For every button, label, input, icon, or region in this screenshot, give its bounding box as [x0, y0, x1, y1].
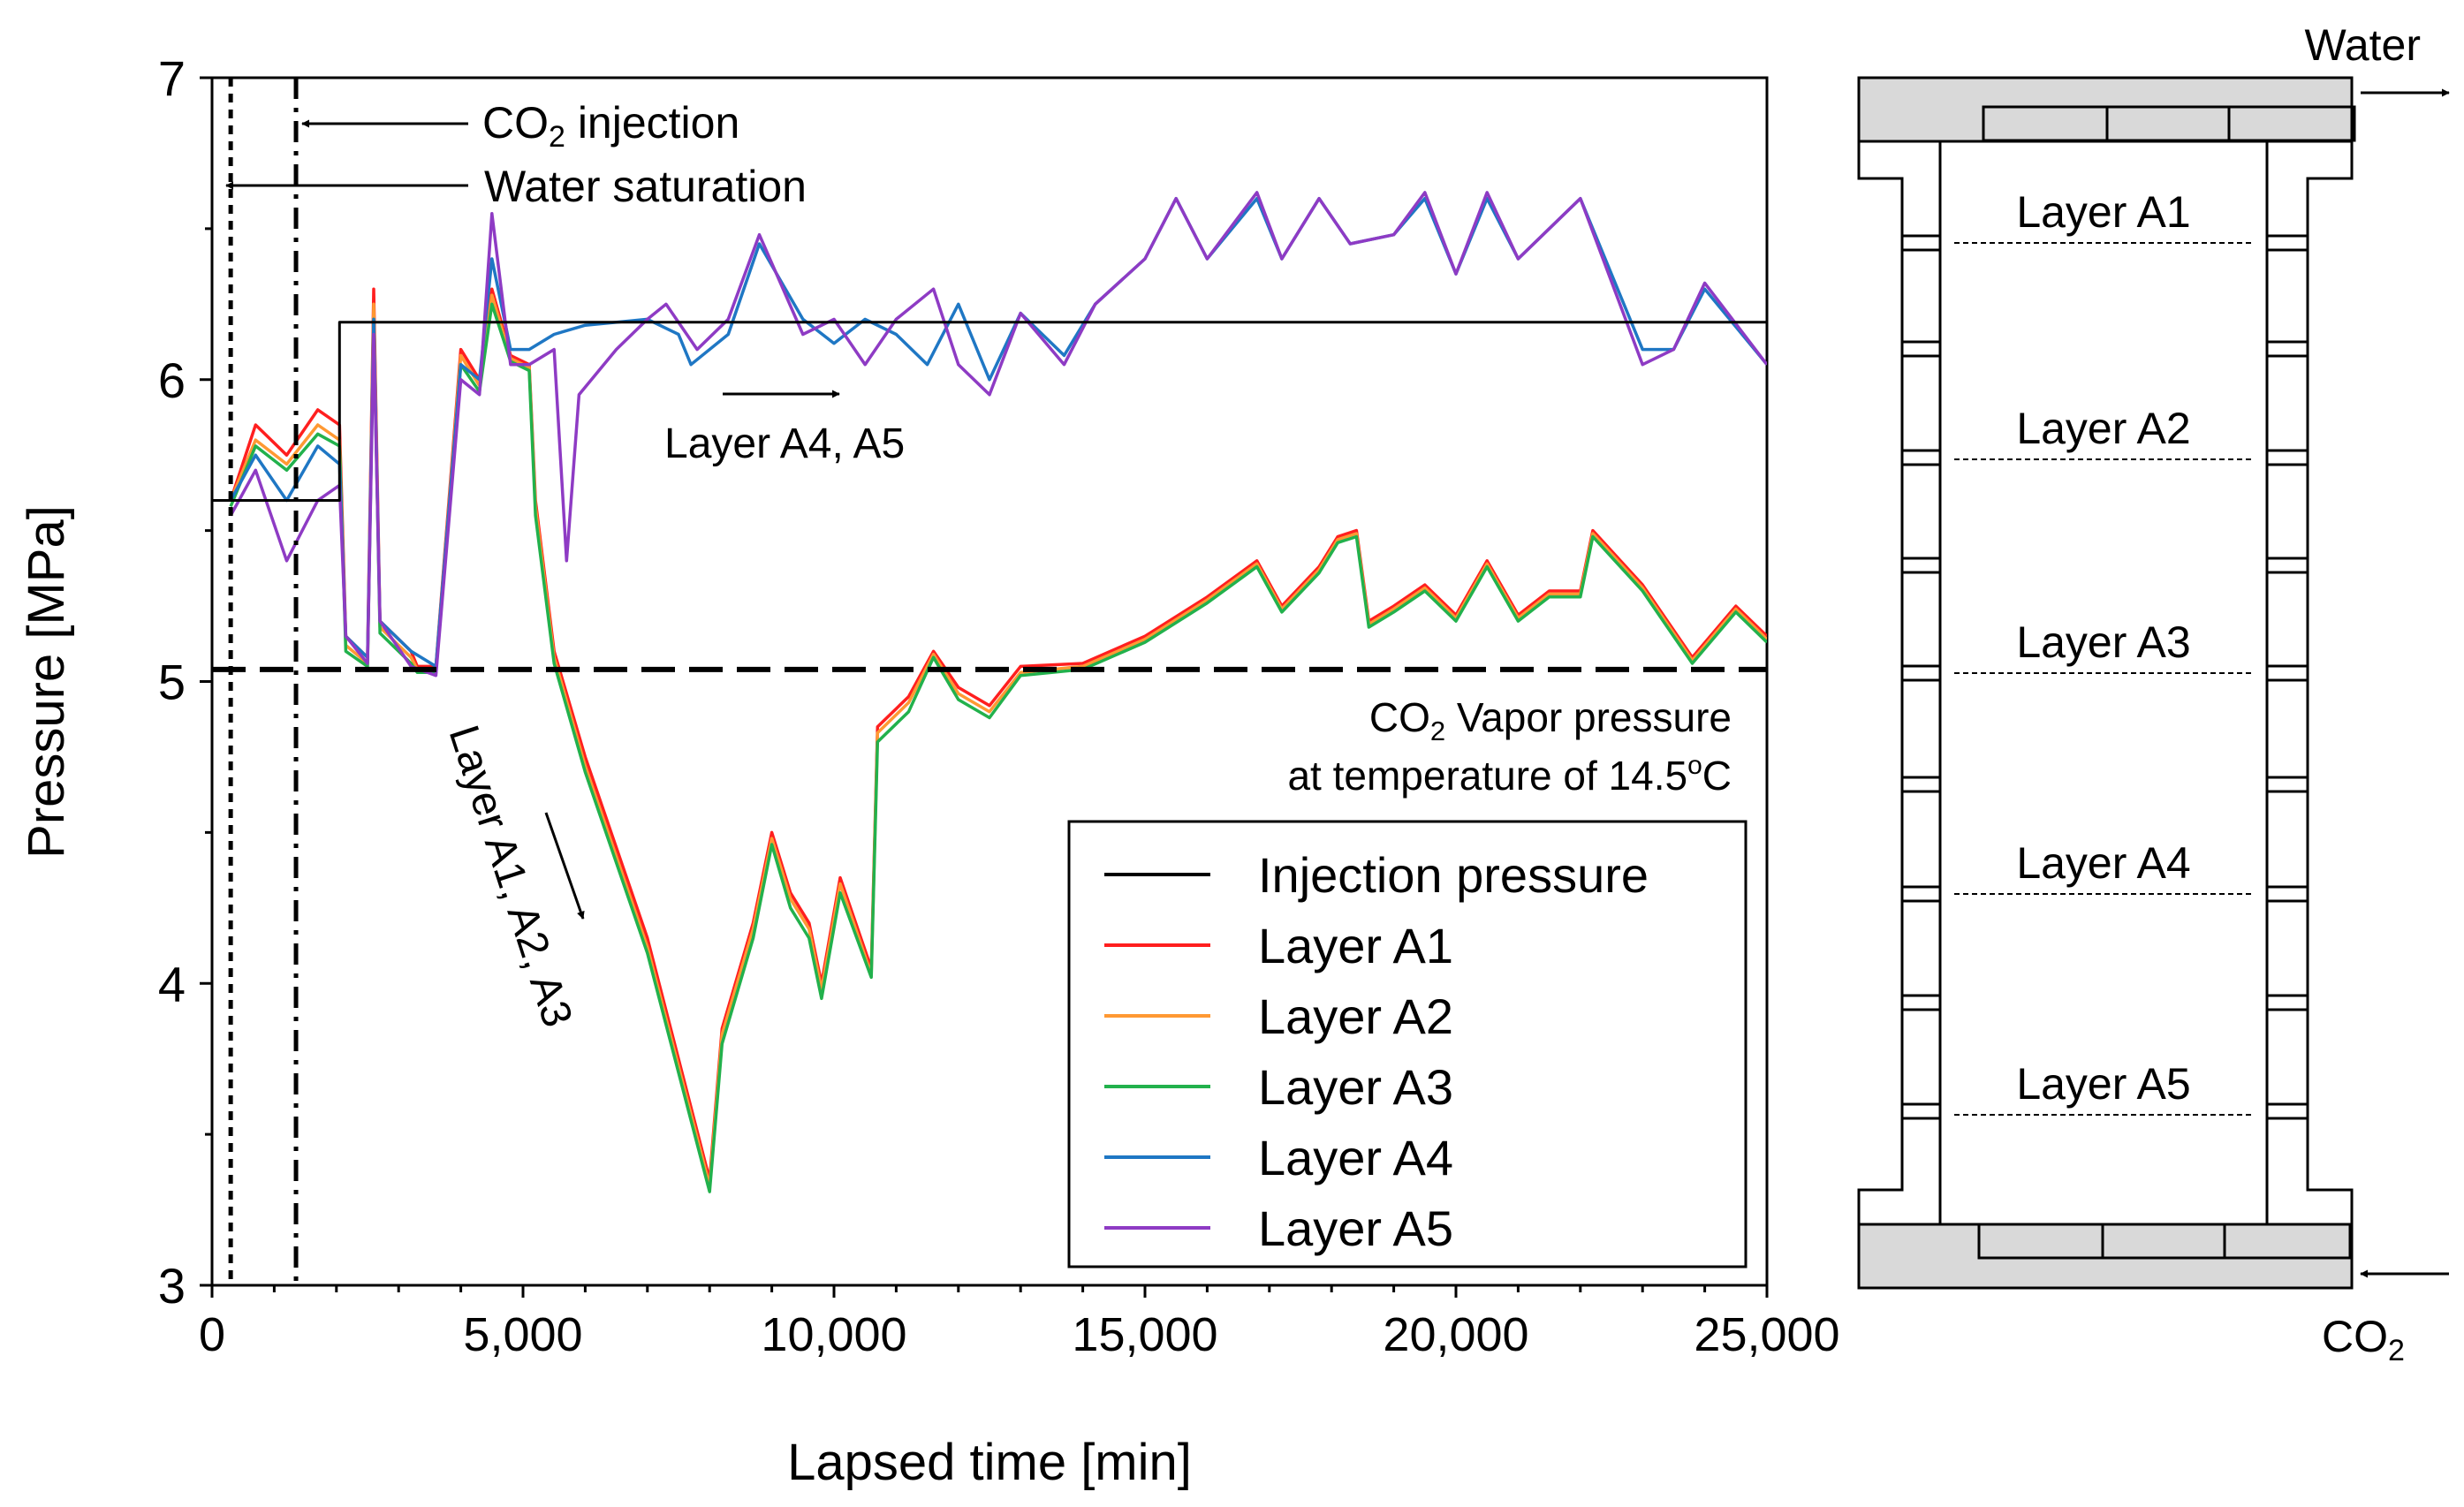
- port-right: [2265, 885, 2309, 903]
- port-right: [2265, 449, 2309, 466]
- legend-label: Layer A4: [1258, 1130, 1453, 1185]
- x-axis-label: Lapsed time [min]: [787, 1434, 1192, 1491]
- port-right: [2265, 234, 2309, 252]
- water-label: Water: [2305, 20, 2422, 70]
- port-left: [1900, 994, 1942, 1011]
- port-left: [1900, 234, 1942, 252]
- x-tick-label: 10,000: [761, 1308, 906, 1361]
- vapor-pressure-label-line2: at temperature of 14.5oC: [1287, 751, 1732, 799]
- series-line-layer-a5: [229, 191, 1767, 678]
- port-right: [2265, 340, 2309, 358]
- port-left: [1900, 449, 1942, 466]
- x-tick-label: 20,000: [1383, 1308, 1528, 1361]
- y-tick-label: 7: [158, 50, 186, 106]
- y-tick-label: 5: [158, 655, 186, 710]
- bottom-cap: [1857, 1223, 2354, 1290]
- reference-lines: [212, 78, 1767, 1285]
- legend-label: Layer A2: [1258, 988, 1453, 1044]
- port-right: [2265, 994, 2309, 1011]
- port-left: [1900, 776, 1942, 793]
- legend: Injection pressure Layer A1 Layer A2 Layer …: [1067, 820, 1748, 1268]
- port-right: [2265, 664, 2309, 682]
- port-left: [1900, 1102, 1942, 1120]
- series-line-layer-a1: [229, 287, 1767, 1182]
- series-line-layer-a2: [229, 293, 1767, 1187]
- x-axis-ticks: 0 5,000 10,000 15,000 20,000 25,000: [199, 1285, 1840, 1361]
- y-axis-label: Pressure [MPa]: [18, 505, 75, 859]
- bottom-cap-inner: [1977, 1223, 2352, 1260]
- x-tick-label: 5,000: [463, 1308, 582, 1361]
- port-left: [1900, 885, 1942, 903]
- port-right: [2265, 1102, 2309, 1120]
- series-layer: [212, 191, 1767, 1193]
- layer-label: Layer A2: [2016, 404, 2190, 453]
- port-left: [1900, 557, 1942, 574]
- y-axis-ticks: 3 4 5 6 7: [158, 50, 212, 1314]
- layer-a1-a3-arrow: [544, 812, 585, 920]
- layer-label: Layer A1: [2016, 187, 2190, 237]
- layer-a4-a5-label: Layer A4, A5: [664, 420, 905, 467]
- layer-label: Layer A3: [2016, 617, 2190, 667]
- legend-label: Layer A1: [1258, 918, 1453, 973]
- legend-label: Injection pressure: [1258, 847, 1649, 903]
- legend-label: Layer A5: [1258, 1200, 1453, 1256]
- port-right: [2265, 776, 2309, 793]
- sensor-ports: [1900, 234, 2309, 1120]
- legend-label: Layer A3: [1258, 1059, 1453, 1115]
- series-line-injection-pressure: [212, 321, 1767, 502]
- vapor-pressure-label-line1: CO2 Vapor pressure: [1369, 694, 1732, 746]
- top-cap: [1857, 76, 2354, 143]
- layer-labels: Layer A1 Layer A2 Layer A3 Layer A4 Layer A5: [1954, 187, 2253, 1116]
- y-tick-label: 3: [158, 1258, 186, 1314]
- x-tick-label: 15,000: [1072, 1308, 1217, 1361]
- pressure-chart: 3 4 5 6 7 0 5,000 10,000 15,000 20,000 25,000 Pre…: [18, 50, 1840, 1491]
- x-tick-label: 0: [199, 1308, 225, 1361]
- co2-injection-label: CO2 injection: [482, 98, 739, 154]
- layer-label: Layer A4: [2016, 838, 2190, 888]
- co2-label: CO2: [2322, 1312, 2405, 1367]
- y-tick-label: 6: [158, 352, 186, 408]
- layer-label: Layer A5: [2016, 1059, 2190, 1109]
- water-saturation-label: Water saturation: [484, 162, 807, 211]
- legend-box: [1067, 820, 1748, 1268]
- legend-items: Injection pressure Layer A1 Layer A2 Layer …: [1104, 847, 1649, 1256]
- port-left: [1900, 664, 1942, 682]
- port-right: [2265, 557, 2309, 574]
- y-tick-label: 4: [158, 956, 186, 1011]
- port-left: [1900, 340, 1942, 358]
- x-tick-label: 25,000: [1694, 1308, 1839, 1361]
